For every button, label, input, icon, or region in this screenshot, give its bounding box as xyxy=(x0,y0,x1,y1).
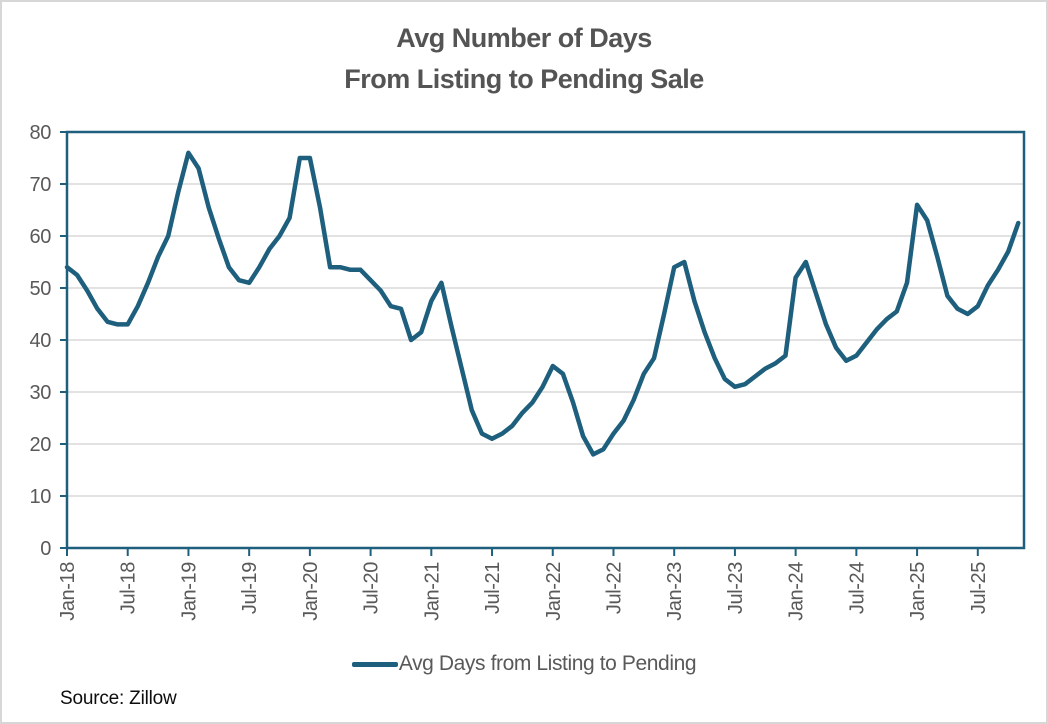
y-axis-label: 40 xyxy=(30,330,52,352)
x-axis-label: Jul-23 xyxy=(725,562,747,614)
y-gridlines xyxy=(67,183,1024,497)
x-axis-label: Jan-21 xyxy=(421,562,443,621)
legend: Avg Days from Listing to Pending xyxy=(2,648,1046,680)
x-axis-label: Jul-21 xyxy=(482,562,504,614)
chart-title: Avg Number of Days From Listing to Pendi… xyxy=(2,18,1046,100)
x-axis-label: Jul-20 xyxy=(361,562,383,614)
legend-label: Avg Days from Listing to Pending xyxy=(398,652,697,675)
x-axis-label: Jan-18 xyxy=(57,562,79,621)
x-axis-label: Jul-22 xyxy=(603,562,625,614)
y-axis: 0 10 20 30 40 50 60 70 80 xyxy=(30,122,67,560)
y-axis-label: 20 xyxy=(30,434,52,456)
x-axis: Jan-18 Jul-18 Jan-19 Jul-19 Jan-20 Jul-20 Jan-… xyxy=(57,548,990,621)
x-axis-label: Jan-23 xyxy=(664,562,686,621)
source-note: Source: Zillow xyxy=(60,688,177,709)
y-axis-label: 70 xyxy=(30,174,52,196)
chart-title-line-1: Avg Number of Days xyxy=(396,23,652,53)
y-axis-label: 50 xyxy=(30,278,52,300)
x-axis-label: Jan-22 xyxy=(543,562,565,621)
y-axis-label: 30 xyxy=(30,382,52,404)
x-axis-label: Jul-18 xyxy=(118,562,140,614)
x-axis-label: Jan-25 xyxy=(907,562,929,621)
x-axis-label: Jul-25 xyxy=(968,562,990,614)
y-axis-label: 80 xyxy=(30,122,52,144)
y-axis-label: 10 xyxy=(30,486,52,508)
x-axis-label: Jan-19 xyxy=(178,562,200,621)
x-axis-label: Jan-24 xyxy=(786,562,808,621)
chart-title-line-2: From Listing to Pending Sale xyxy=(344,64,704,94)
x-axis-label: Jul-19 xyxy=(239,562,261,614)
y-axis-label: 60 xyxy=(30,226,52,248)
legend-line-swatch xyxy=(351,661,398,667)
x-axis-label: Jan-20 xyxy=(300,562,322,621)
x-axis-label: Jul-24 xyxy=(846,562,868,614)
data-line-avg-days xyxy=(64,150,1021,457)
y-axis-label: 0 xyxy=(40,538,51,560)
